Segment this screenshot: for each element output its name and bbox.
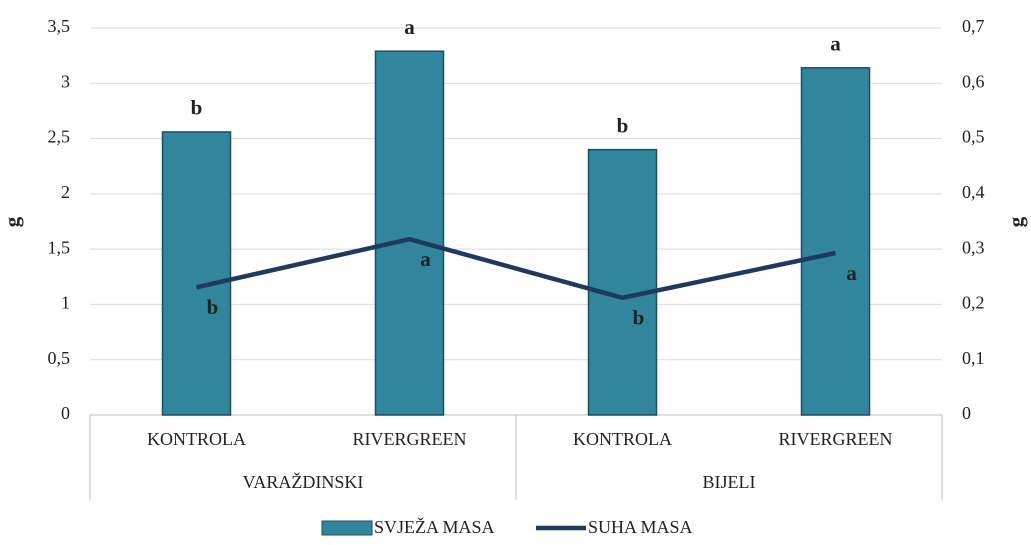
x-tick-label: KONTROLA bbox=[147, 429, 246, 449]
group-label: BIJELI bbox=[703, 472, 756, 492]
y-tick-label: 2,5 bbox=[48, 127, 71, 147]
y2-tick-label: 0,5 bbox=[962, 127, 985, 147]
y-tick-label: 3,5 bbox=[48, 16, 71, 36]
y-tick-label: 2 bbox=[61, 182, 70, 202]
x-tick-label: RIVERGREEN bbox=[779, 429, 893, 449]
bar bbox=[800, 67, 871, 416]
y-tick-label: 0,5 bbox=[48, 348, 71, 368]
group-label: VARAŽDINSKI bbox=[243, 471, 364, 492]
y-tick-label: 3 bbox=[61, 71, 70, 91]
bar bbox=[374, 50, 445, 416]
line-annotation: a bbox=[420, 247, 431, 271]
bar bbox=[587, 148, 658, 416]
y2-tick-label: 0,3 bbox=[962, 237, 985, 257]
y2-tick-label: 0,7 bbox=[962, 16, 985, 36]
x-tick-label: KONTROLA bbox=[573, 429, 672, 449]
y-tick-label: 0 bbox=[61, 403, 70, 423]
line-annotation: b bbox=[207, 295, 219, 319]
bar-annotation: a bbox=[830, 32, 841, 56]
y2-tick-label: 0,2 bbox=[962, 293, 985, 313]
bar bbox=[161, 131, 232, 416]
legend-label: SUHA MASA bbox=[588, 517, 693, 537]
bar-annotation: b bbox=[617, 113, 629, 137]
legend-swatch bbox=[321, 520, 373, 536]
y2-tick-label: 0,6 bbox=[962, 71, 985, 91]
line-annotation: b bbox=[633, 306, 645, 330]
y2-tick-label: 0,1 bbox=[962, 348, 985, 368]
line bbox=[196, 236, 836, 301]
x-tick-label: RIVERGREEN bbox=[353, 429, 467, 449]
legend-label: SVJEŽA MASA bbox=[374, 516, 495, 537]
y2-axis-label: g bbox=[1004, 216, 1028, 227]
y-tick-label: 1 bbox=[61, 293, 70, 313]
y2-tick-label: 0,4 bbox=[962, 182, 985, 202]
y-tick-label: 1,5 bbox=[48, 237, 71, 257]
line-annotation: a bbox=[846, 261, 857, 285]
bar-annotation: a bbox=[404, 15, 415, 39]
y2-tick-label: 0 bbox=[962, 403, 971, 423]
y-axis-label: g bbox=[0, 216, 24, 227]
bar-annotation: b bbox=[191, 96, 203, 120]
